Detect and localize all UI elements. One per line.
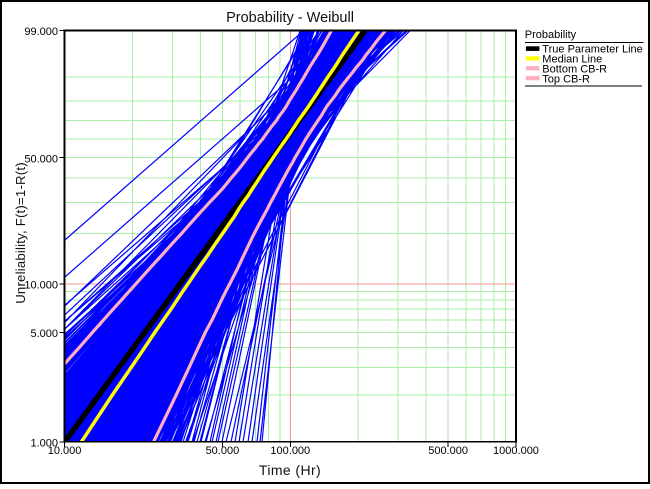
svg-text:Time (Hr): Time (Hr) [259,462,321,478]
svg-text:500.000: 500.000 [428,445,468,457]
svg-text:50.000: 50.000 [24,153,58,165]
svg-text:Bottom CB-R: Bottom CB-R [542,64,607,76]
svg-text:50.000: 50.000 [206,445,240,457]
svg-text:Probability - Weibull: Probability - Weibull [226,10,354,26]
svg-text:Probability: Probability [525,29,577,41]
svg-text:Unreliability, F(t)=1-R(t): Unreliability, F(t)=1-R(t) [13,162,28,304]
svg-text:1.000: 1.000 [30,437,58,449]
svg-text:10.000: 10.000 [48,445,82,457]
svg-text:Top CB-R: Top CB-R [542,73,590,85]
svg-text:100.000: 100.000 [270,445,310,457]
svg-text:True Parameter Line: True Parameter Line [542,44,642,56]
svg-text:10.000: 10.000 [24,280,58,292]
svg-text:99.000: 99.000 [24,26,58,38]
svg-text:1000.000: 1000.000 [493,445,539,457]
svg-text:Median Line: Median Line [542,54,602,66]
svg-text:5.000: 5.000 [30,328,58,340]
